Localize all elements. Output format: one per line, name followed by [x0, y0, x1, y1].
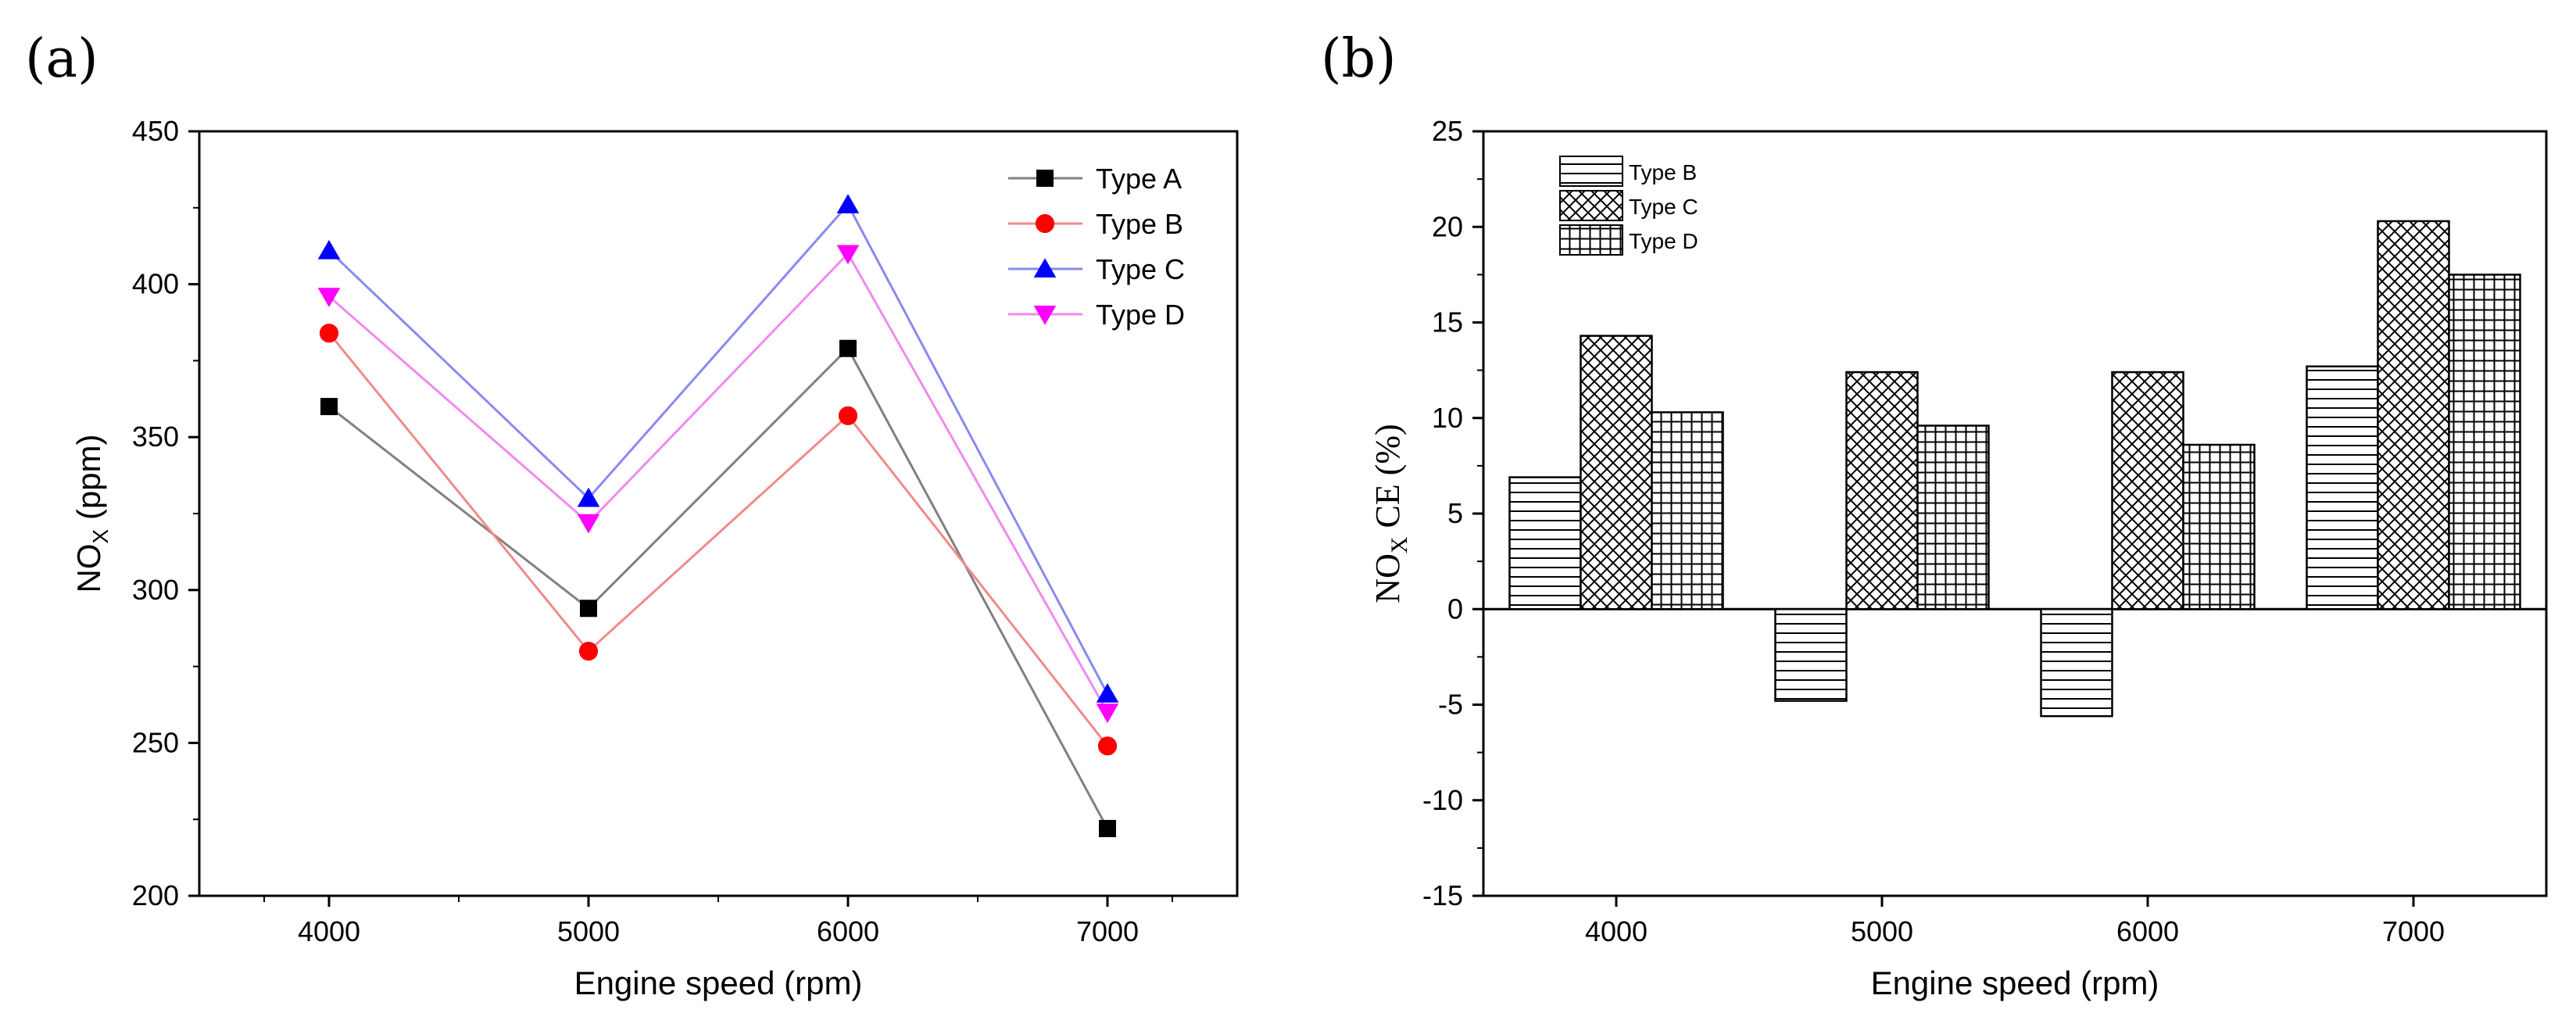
- data-point-type-b: [319, 324, 339, 343]
- bar-type-c: [2377, 220, 2450, 610]
- y-tick-label-a: 400: [132, 268, 179, 300]
- y-axis-title-b: NOX CE (%): [1368, 424, 1412, 603]
- data-point-type-d: [577, 514, 600, 534]
- legend-marker-type-b: [1035, 213, 1055, 234]
- y-tick-label-a: 200: [132, 879, 179, 911]
- legend-a: Type A Type B Type C Type D: [1008, 163, 1185, 331]
- data-point-type-d: [836, 245, 860, 265]
- x-tick-label-a: 4000: [298, 915, 360, 947]
- data-point-type-c: [577, 487, 600, 507]
- series-markers-a: [317, 194, 1119, 837]
- y-axis-title-b-unit: CE (%): [1368, 424, 1407, 536]
- y-tick-label-b: -5: [1438, 689, 1463, 721]
- panel-label-a: (a): [25, 28, 98, 90]
- legend-swatch-type-b: [1559, 156, 1623, 187]
- legend-label-type-a: Type A: [1096, 163, 1182, 195]
- axis-ticks-b: -15 -10 -5 0 5 10 15 20 25 4000 5000 6000 7000: [1422, 115, 2546, 947]
- legend-marker-type-d: [1033, 306, 1057, 325]
- data-point-type-b: [1097, 736, 1118, 756]
- data-point-type-b: [578, 641, 599, 661]
- y-tick-label-a: 250: [132, 726, 179, 758]
- bar-chart-nox-ce: -15 -10 -5 0 5 10 15 20 25 4000 5000 6000 7000 Type …: [1368, 115, 2548, 1001]
- series-line-type-b: [327, 332, 1109, 747]
- x-tick-label-a: 6000: [817, 915, 879, 947]
- legend-label-type-b: Type B: [1096, 208, 1183, 240]
- x-tick-label-b: 4000: [1585, 915, 1648, 947]
- x-axis-title-a: Engine speed (rpm): [574, 965, 863, 1001]
- y-tick-label-a: 350: [132, 421, 179, 453]
- legend-label-type-d: Type D: [1096, 299, 1185, 331]
- y-tick-label-b: -10: [1422, 784, 1463, 816]
- bar-type-b: [1508, 476, 1582, 610]
- y-axis-title-b-main: NO: [1368, 553, 1407, 603]
- legend-swatch-type-c: [1559, 190, 1623, 221]
- series-bars-b: [1508, 220, 2521, 718]
- y-tick-label-b: 20: [1432, 210, 1463, 242]
- data-point-type-a: [580, 600, 597, 618]
- x-axis-title-b: Engine speed (rpm): [1871, 965, 2159, 1001]
- y-tick-label-b: 15: [1432, 306, 1463, 338]
- data-point-type-a: [320, 398, 338, 416]
- legend-marker-type-a: [1036, 170, 1054, 187]
- axis-ticks-a: 200 250 300 350 400 450 4000 5000 6000 7000: [132, 115, 1173, 947]
- legend-label-type-b: Type B: [1629, 160, 1697, 184]
- y-axis-title-b-sub: X: [1386, 536, 1412, 553]
- legend-swatch-type-d: [1559, 224, 1623, 256]
- data-point-type-c: [1096, 683, 1119, 703]
- x-tick-label-b: 5000: [1851, 915, 1913, 947]
- series-line-type-c: [327, 202, 1109, 695]
- y-tick-label-b: 5: [1447, 497, 1463, 529]
- y-tick-label-b: 25: [1432, 115, 1463, 147]
- legend-label-type-c: Type C: [1629, 195, 1698, 219]
- y-tick-label-b: -15: [1422, 879, 1463, 911]
- bar-type-d: [2448, 274, 2521, 610]
- data-point-type-d: [1096, 704, 1119, 724]
- legend-label-type-c: Type C: [1096, 253, 1185, 285]
- data-point-type-d: [317, 288, 341, 307]
- x-tick-label-a: 7000: [1076, 915, 1139, 947]
- series-line-type-a: [328, 346, 1109, 829]
- x-tick-label-a: 5000: [557, 915, 620, 947]
- bar-type-b: [1774, 608, 1848, 702]
- bar-type-d: [1651, 411, 1724, 610]
- bar-type-b: [2040, 608, 2113, 718]
- bar-type-c: [2111, 371, 2184, 610]
- y-axis-title-a: NOX (ppm): [70, 434, 113, 593]
- bar-type-c: [1845, 371, 1919, 610]
- y-tick-label-b: 10: [1432, 402, 1463, 434]
- legend-marker-type-c: [1033, 258, 1057, 277]
- y-tick-label-a: 450: [132, 115, 179, 147]
- line-chart-nox: 200 250 300 350 400 450 4000 5000 6000 7000 Type …: [70, 115, 1239, 1001]
- y-tick-label-a: 300: [132, 574, 179, 606]
- x-tick-label-b: 7000: [2382, 915, 2445, 947]
- data-point-type-b: [838, 406, 858, 425]
- series-line-type-d: [328, 251, 1109, 714]
- y-axis-title-a-sub: X: [88, 529, 113, 544]
- data-point-type-c: [836, 194, 860, 213]
- data-point-type-c: [317, 239, 341, 260]
- bar-type-d: [1916, 424, 1990, 610]
- panel-label-b: (b): [1321, 28, 1397, 90]
- bar-type-d: [2182, 443, 2256, 610]
- legend-b: Type B Type C Type D: [1559, 156, 1698, 256]
- bar-type-b: [2306, 365, 2379, 610]
- legend-label-type-d: Type D: [1629, 229, 1698, 253]
- y-tick-label-b: 0: [1447, 593, 1463, 625]
- data-point-type-a: [839, 339, 857, 357]
- x-tick-label-b: 6000: [2116, 915, 2179, 947]
- series-lines-a: [327, 202, 1109, 829]
- bar-type-c: [1580, 335, 1653, 610]
- y-axis-title-a-main: NO: [70, 544, 107, 593]
- data-point-type-a: [1099, 819, 1116, 837]
- y-axis-title-a-unit: (ppm): [70, 434, 107, 528]
